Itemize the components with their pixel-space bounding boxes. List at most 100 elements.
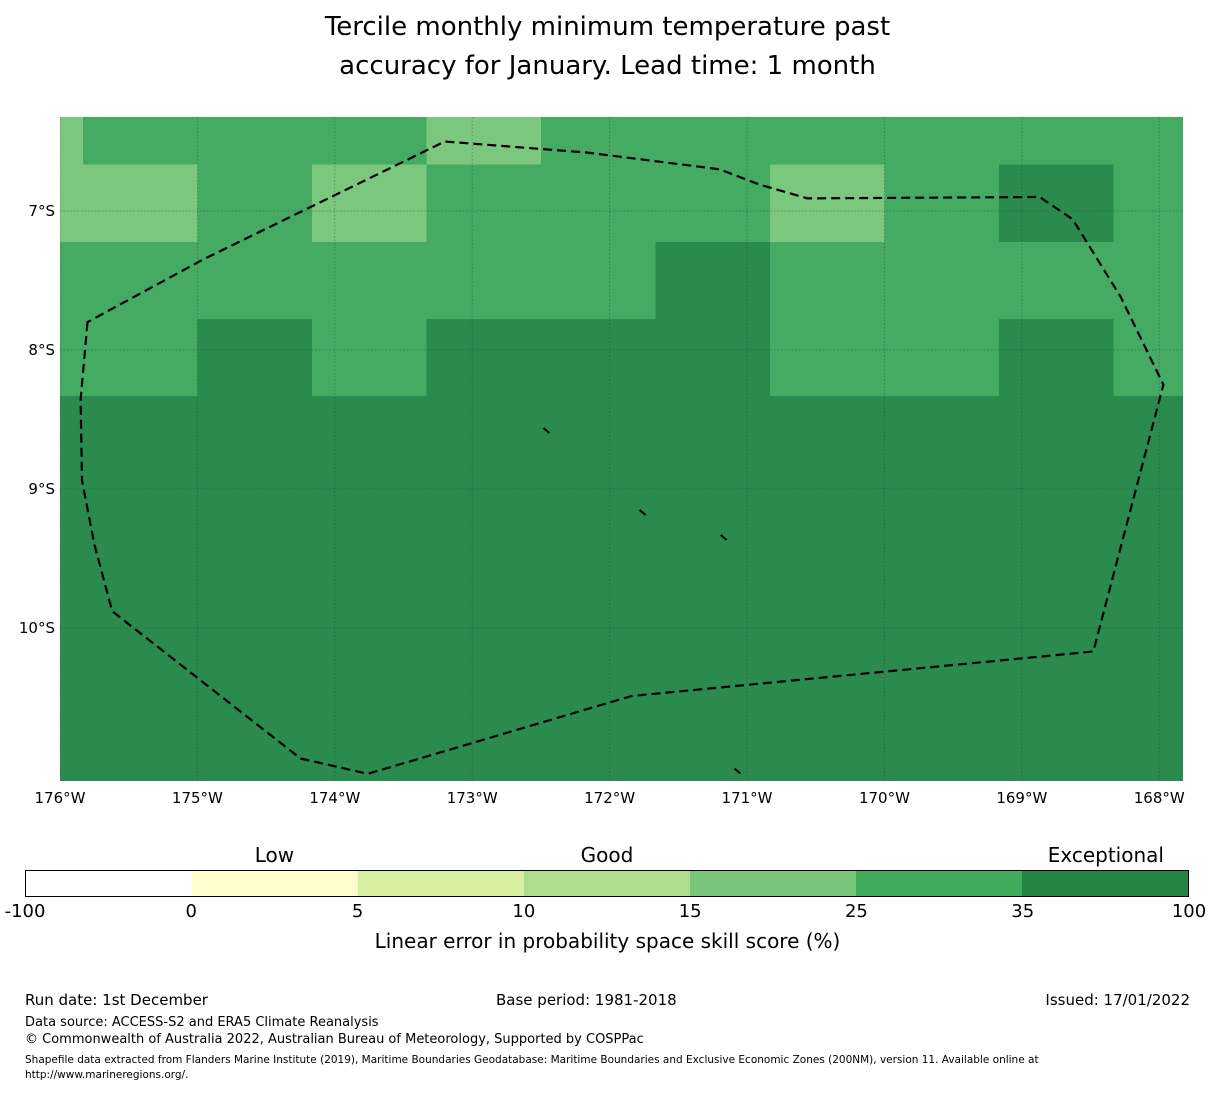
colorbar-category-label: Exceptional	[1047, 843, 1164, 867]
chart-title: Tercile monthly minimum temperature past…	[0, 8, 1215, 86]
map-cell	[426, 319, 541, 397]
map-cell	[197, 550, 312, 628]
map-cell	[426, 117, 541, 165]
colorbar-tick-label: 10	[512, 901, 536, 922]
map-cell	[426, 705, 541, 781]
map-cell	[82, 396, 198, 474]
x-tick-label: 168°W	[1133, 789, 1185, 807]
map-cell	[311, 164, 427, 242]
map-cell	[197, 627, 312, 706]
island-mark	[542, 427, 551, 434]
base-period-text: Base period: 1981-2018	[496, 991, 677, 1009]
map-cell	[60, 241, 83, 320]
map-cell	[770, 396, 885, 474]
y-tick-label: 8°S	[28, 340, 55, 359]
map-cell	[540, 473, 656, 551]
eez-boundary-line	[79, 140, 1165, 775]
map-cell	[311, 241, 427, 320]
map-cell	[770, 550, 885, 628]
graticule-layer	[60, 117, 1183, 781]
map-cell	[655, 396, 770, 474]
map-plot-area	[60, 117, 1183, 781]
map-cell	[60, 550, 83, 628]
map-cell	[655, 164, 770, 242]
map-cell	[540, 241, 656, 320]
map-cell	[540, 627, 656, 706]
map-cell	[426, 396, 541, 474]
map-cell	[884, 319, 999, 397]
map-cell	[998, 550, 1114, 628]
map-cell	[60, 117, 83, 165]
map-cell	[998, 241, 1114, 320]
map-cell	[426, 550, 541, 628]
colorbar	[25, 870, 1189, 897]
map-cell	[1113, 396, 1183, 474]
data-source-text: Data source: ACCESS-S2 and ERA5 Climate …	[25, 1015, 379, 1030]
map-cell	[770, 705, 885, 781]
map-cell	[82, 473, 198, 551]
x-tick-label: 174°W	[309, 789, 361, 807]
map-cell	[540, 550, 656, 628]
colorbar-category-label: Good	[580, 843, 634, 867]
map-cell	[60, 164, 83, 242]
map-cell	[884, 705, 999, 781]
map-cell	[998, 627, 1114, 706]
map-cell	[426, 241, 541, 320]
map-cell	[655, 627, 770, 706]
map-cell	[770, 473, 885, 551]
map-cell	[82, 117, 198, 165]
map-cell	[770, 627, 885, 706]
colorbar-tick-label: 15	[678, 901, 702, 922]
map-cell	[770, 241, 885, 320]
map-cell	[770, 164, 885, 242]
map-cell	[1113, 705, 1183, 781]
map-cell	[426, 627, 541, 706]
map-cell	[1113, 241, 1183, 320]
map-cell	[884, 550, 999, 628]
map-cell	[884, 117, 999, 165]
map-cell	[540, 117, 656, 165]
map-cell	[655, 473, 770, 551]
map-cell	[60, 319, 83, 397]
map-cell	[311, 473, 427, 551]
island-mark	[720, 534, 728, 541]
y-tick-label: 9°S	[28, 479, 55, 498]
colorbar-tick-label: 5	[351, 901, 364, 922]
shapefile-note-text: Shapefile data extracted from Flanders M…	[25, 1054, 1039, 1081]
x-tick-label: 176°W	[34, 789, 86, 807]
map-cell	[540, 319, 656, 397]
y-tick-label: 7°S	[28, 201, 55, 220]
island-mark	[638, 509, 647, 516]
x-tick-label: 172°W	[584, 789, 636, 807]
colorbar-tick-label: 25	[844, 901, 868, 922]
map-cell	[540, 164, 656, 242]
map-cell	[655, 550, 770, 628]
colorbar-category-label: Low	[254, 843, 295, 867]
colorbar-segment	[1022, 871, 1188, 896]
map-cell	[311, 550, 427, 628]
island-mark	[733, 767, 742, 775]
map-cell	[82, 319, 198, 397]
map-cell	[197, 473, 312, 551]
map-cell	[884, 241, 999, 320]
map-cell	[197, 705, 312, 781]
map-cell	[82, 164, 198, 242]
colorbar-segment	[856, 871, 1022, 896]
map-cell	[311, 319, 427, 397]
colorbar-tick-label: 35	[1011, 901, 1035, 922]
map-cell	[311, 396, 427, 474]
issued-date-text: Issued: 17/01/2022	[1045, 991, 1190, 1009]
map-cell	[197, 319, 312, 397]
map-cell	[311, 705, 427, 781]
map-cell	[655, 319, 770, 397]
map-cell	[1113, 319, 1183, 397]
map-cell	[311, 117, 427, 165]
map-cell	[426, 164, 541, 242]
map-cell	[884, 627, 999, 706]
map-cell	[884, 164, 999, 242]
map-cell	[655, 705, 770, 781]
map-cell	[770, 319, 885, 397]
map-cell	[998, 319, 1114, 397]
map-cell	[540, 705, 656, 781]
